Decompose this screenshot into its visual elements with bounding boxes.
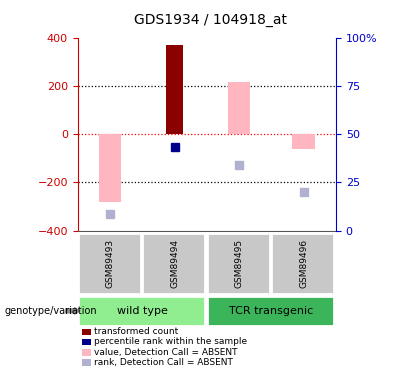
Text: GDS1934 / 104918_at: GDS1934 / 104918_at [134,13,286,27]
Text: GSM89494: GSM89494 [170,239,179,288]
Text: wild type: wild type [117,306,168,316]
Bar [166,45,183,134]
Text: rank, Detection Call = ABSENT: rank, Detection Call = ABSENT [94,358,234,367]
Text: GSM89496: GSM89496 [299,239,308,288]
Text: GSM89495: GSM89495 [235,239,244,288]
Text: transformed count: transformed count [94,327,179,336]
Bar [292,134,315,148]
Text: percentile rank within the sample: percentile rank within the sample [94,338,248,346]
Bar [99,134,121,202]
Text: GSM89493: GSM89493 [105,239,115,288]
Bar [228,82,250,134]
Text: TCR transgenic: TCR transgenic [229,306,314,316]
Text: genotype/variation: genotype/variation [4,306,97,316]
Text: value, Detection Call = ABSENT: value, Detection Call = ABSENT [94,348,238,357]
